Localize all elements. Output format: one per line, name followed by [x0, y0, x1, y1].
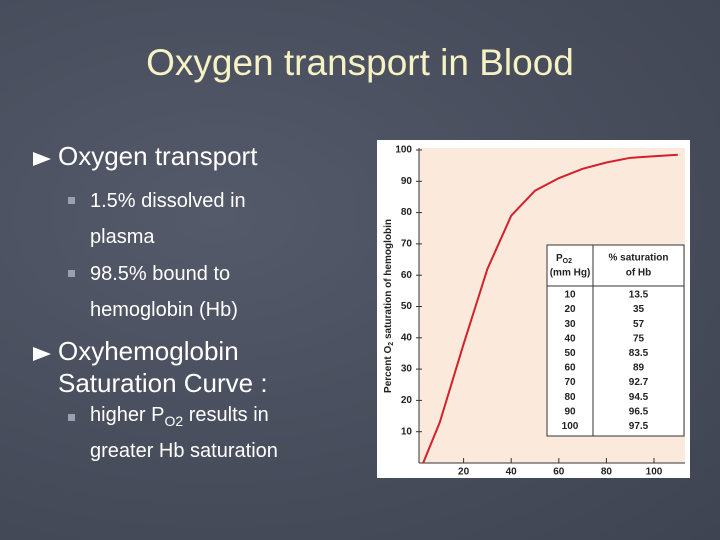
sub-bullet: higher PO2 results in greater Hb saturat… — [90, 400, 325, 466]
bullet: Oxyhemoglobin Saturation Curve : — [58, 336, 268, 398]
table-cell: 94.5 — [629, 392, 649, 403]
table-cell: 100 — [562, 421, 579, 432]
y-tick-label: 80 — [401, 207, 413, 218]
subscript: O2 — [164, 413, 184, 429]
y-tick-label: 90 — [401, 176, 413, 187]
y-axis-label: Percent O2 saturation of hemoglobin — [383, 219, 395, 393]
y-tick-label: 50 — [401, 301, 413, 312]
table-cell: 10 — [564, 290, 576, 301]
text: saturation of hemoglobin — [383, 219, 394, 342]
table-cell: 89 — [633, 363, 645, 374]
y-tick-label: 100 — [395, 145, 412, 156]
table-cell: 97.5 — [629, 421, 649, 432]
x-tick-label: 80 — [601, 467, 613, 478]
subscript: O2 — [563, 258, 572, 265]
table-cell: 20 — [564, 304, 576, 315]
sub-bullet: 1.5% dissolved in plasma — [90, 190, 246, 248]
x-tick-label: 20 — [458, 467, 470, 478]
sub-bullet: 98.5% bound to hemoglobin (Hb) — [90, 263, 238, 321]
table-cell: 40 — [564, 333, 576, 344]
saturation-curve — [422, 153, 678, 464]
table-header: % saturation — [608, 253, 668, 264]
y-tick-label: 30 — [401, 364, 413, 375]
x-tick-label: 60 — [553, 467, 565, 478]
y-tick-label: 20 — [401, 395, 413, 406]
table-header: of Hb — [626, 268, 652, 279]
table-cell: 57 — [633, 319, 645, 330]
table-cell: 30 — [564, 319, 576, 330]
table-cell: 90 — [564, 406, 576, 417]
table-cell: 92.7 — [629, 377, 649, 388]
table-header: (mm Hg) — [550, 268, 591, 279]
text: Percent O — [383, 346, 394, 393]
y-tick-label: 10 — [401, 426, 413, 437]
y-tick-label: 40 — [401, 332, 413, 343]
table-cell: 83.5 — [629, 348, 649, 359]
y-tick-label: 60 — [401, 270, 413, 281]
slide-title: Oxygen transport in Blood — [146, 42, 574, 83]
sub-marker — [68, 270, 75, 277]
text: higher P — [90, 404, 165, 426]
table-cell: 13.5 — [629, 290, 649, 301]
table-cell: 50 — [564, 348, 576, 359]
text: results in greater Hb saturation — [90, 404, 278, 462]
x-tick-label: 100 — [646, 467, 663, 478]
table-cell: 75 — [633, 333, 645, 344]
bullet-marker — [33, 152, 51, 166]
table-header: PO2 — [556, 253, 572, 265]
table-cell: 35 — [633, 304, 645, 315]
table-cell: 80 — [564, 392, 576, 403]
sub-marker — [68, 414, 75, 421]
table-cell: 60 — [564, 363, 576, 374]
text: P — [556, 253, 563, 264]
table-box — [546, 244, 685, 437]
table-cell: 70 — [564, 377, 576, 388]
table-cell: 96.5 — [629, 406, 649, 417]
sub-marker — [68, 197, 75, 204]
subscript: 2 — [388, 342, 395, 346]
y-tick-label: 70 — [401, 239, 413, 250]
bullet: Oxygen transport — [58, 141, 258, 171]
bullet-marker — [33, 347, 51, 361]
x-tick-label: 40 — [506, 467, 518, 478]
